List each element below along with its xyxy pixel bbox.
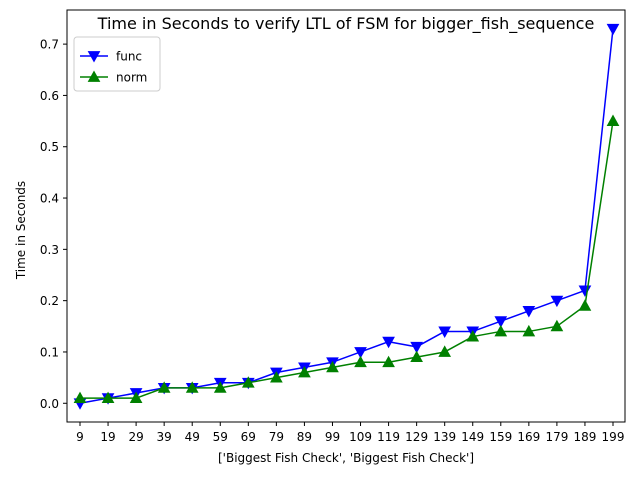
legend: func norm <box>73 36 161 92</box>
data-point-norm <box>606 114 620 126</box>
x-tick-label: 9 <box>76 430 84 444</box>
data-point-norm <box>129 391 143 404</box>
x-axis-label: ['Biggest Fish Check', 'Biggest Fish Che… <box>218 451 474 465</box>
data-point-norm <box>438 345 452 357</box>
data-point-func <box>382 336 395 349</box>
data-point-norm <box>73 391 87 404</box>
y-tick-label: 0.7 <box>40 38 59 52</box>
data-point-norm <box>326 360 339 373</box>
data-point-norm <box>382 355 395 368</box>
x-tick-label: 189 <box>573 430 596 444</box>
x-tick-label: 169 <box>517 430 540 444</box>
y-tick-label: 0.2 <box>40 294 59 308</box>
x-tick-label: 109 <box>349 430 372 444</box>
x-tick-label: 39 <box>157 430 172 444</box>
data-point-norm <box>466 330 480 342</box>
chart-title: Time in Seconds to verify LTL of FSM for… <box>97 14 595 34</box>
x-tick-label: 29 <box>128 430 143 444</box>
data-point-norm <box>241 376 255 388</box>
data-point-func <box>550 295 564 308</box>
x-tick-label: 149 <box>461 430 484 444</box>
x-tick-label: 179 <box>545 430 568 444</box>
data-point-norm <box>550 319 564 332</box>
y-axis-label: Time in Seconds <box>14 181 28 280</box>
data-point-func <box>494 316 508 328</box>
legend-marker <box>87 51 101 63</box>
data-point-norm <box>522 324 536 337</box>
data-point-norm <box>157 381 171 393</box>
x-tick-label: 49 <box>185 430 200 444</box>
x-tick-label: 119 <box>377 430 400 444</box>
data-point-norm <box>213 381 227 393</box>
x-tick-label: 139 <box>433 430 456 444</box>
legend-marker <box>87 70 101 82</box>
x-tick-label: 69 <box>241 430 256 444</box>
data-point-norm <box>494 324 508 337</box>
data-point-norm <box>298 365 311 378</box>
data-point-norm <box>101 391 115 404</box>
x-tick-label: 89 <box>297 430 312 444</box>
data-point-func <box>410 341 423 354</box>
y-tick-label: 0.0 <box>40 397 59 411</box>
legend-label: norm <box>116 71 147 85</box>
data-point-norm <box>410 350 423 362</box>
series-line-norm <box>80 120 614 399</box>
data-point-func <box>438 326 452 338</box>
plot-frame <box>66 9 626 423</box>
x-tick-label: 19 <box>100 430 115 444</box>
data-point-norm <box>185 381 199 393</box>
x-tick-label: 159 <box>489 430 512 444</box>
data-point-func <box>606 23 620 36</box>
legend-label: func <box>116 50 142 64</box>
data-point-func <box>522 306 536 318</box>
legend-item-norm: norm <box>80 70 147 85</box>
x-tick-label: 199 <box>602 430 625 444</box>
x-tick-label: 59 <box>213 430 228 444</box>
x-tick-label: 129 <box>405 430 428 444</box>
y-tick-label: 0.4 <box>40 192 59 206</box>
data-point-norm <box>354 355 367 368</box>
axis-ticks: 9 19 29 39 49 59 69 79 89 99 109 119 129 139 149 159 169… <box>40 38 625 444</box>
y-tick-label: 0.6 <box>40 89 59 103</box>
y-tick-label: 0.3 <box>40 243 59 257</box>
series-norm <box>73 114 620 404</box>
data-point-norm <box>578 299 592 311</box>
x-tick-label: 99 <box>325 430 340 444</box>
y-tick-label: 0.5 <box>40 140 59 154</box>
x-tick-label: 79 <box>269 430 284 444</box>
data-point-func <box>354 347 367 359</box>
series-layer <box>73 23 620 410</box>
y-tick-label: 0.1 <box>40 345 59 359</box>
data-point-norm <box>270 371 283 383</box>
legend-item-func: func <box>80 50 142 64</box>
